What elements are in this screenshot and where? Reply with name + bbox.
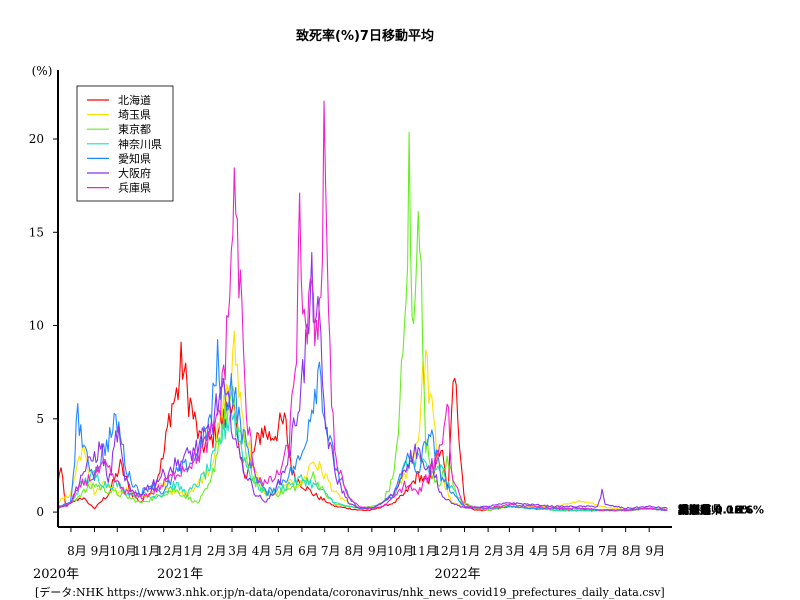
y-tick-label-0: 0: [36, 505, 44, 519]
x-tick-label-18: 2月: [484, 544, 504, 558]
x-tick-label-11: 7月: [321, 544, 341, 558]
end-label-0: 北海道 0.16%: [678, 502, 753, 516]
year-labels: 2020年 2021年 2022年: [33, 567, 481, 582]
legend-label-2: 東京都: [118, 122, 151, 136]
data-source-note: [データ:NHK https://www3.nhk.or.jp/n-data/o…: [35, 585, 665, 599]
x-tick-label-22: 6月: [575, 544, 595, 558]
chart-title: 致死率(%)7日移動平均: [296, 28, 434, 44]
x-tick-label-2: 10月: [110, 544, 137, 558]
x-tick-label-15: 11月: [411, 544, 438, 558]
x-tick-label-6: 2月: [207, 544, 227, 558]
y-tick-label-2: 10: [29, 319, 44, 333]
x-tick-label-25: 9月: [645, 544, 665, 558]
series-line-0: [57, 341, 668, 512]
legend-label-1: 埼玉県: [118, 108, 151, 122]
end-label-2: 東京都 0.16%: [678, 502, 753, 516]
x-tick-label-9: 5月: [275, 544, 295, 558]
x-tick-label-20: 4月: [529, 544, 549, 558]
x-tick-label-3: 11月: [133, 544, 160, 558]
end-value-labels: 北海道 0.16%埼玉県 0.12%東京都 0.16%神奈川県 0.16%愛知県…: [678, 502, 764, 516]
x-tick-label-14: 10月: [387, 544, 414, 558]
legend-label-6: 兵庫県: [118, 181, 151, 195]
x-tick-label-12: 8月: [344, 544, 364, 558]
legend-label-4: 愛知県: [118, 151, 151, 165]
x-tick-label-10: 6月: [298, 544, 318, 558]
x-tick-label-23: 7月: [598, 544, 618, 558]
year-label-2: 2022年: [435, 567, 481, 582]
end-label-5: 大阪府 0.16%: [678, 502, 753, 516]
year-label-0: 2020年: [33, 567, 79, 582]
x-tick-label-24: 8月: [622, 544, 642, 558]
legend-label-5: 大阪府: [118, 166, 151, 180]
series-lines: [57, 100, 668, 512]
x-tick-label-16: 12月: [433, 544, 460, 558]
y-tick-label-4: 20: [29, 132, 44, 146]
series-line-5: [57, 252, 668, 510]
series-line-6: [57, 100, 668, 512]
x-tick-label-5: 1月: [183, 544, 203, 558]
x-tick-label-19: 3月: [506, 544, 526, 558]
legend-label-0: 北海道: [118, 93, 151, 107]
x-tick-label-17: 1月: [461, 544, 481, 558]
end-label-1: 埼玉県 0.12%: [678, 502, 753, 516]
end-label-6: 兵庫県 0.16%: [678, 502, 753, 516]
y-ticks: 0 5 10 15 20: [29, 132, 58, 519]
x-tick-label-1: 9月: [91, 544, 111, 558]
series-line-4: [57, 338, 668, 512]
end-label-3: 神奈川県 0.16%: [678, 502, 764, 516]
x-tick-label-8: 4月: [252, 544, 272, 558]
y-tick-label-3: 15: [29, 225, 44, 239]
end-label-4: 愛知県 0.18%: [678, 502, 753, 516]
x-tick-label-4: 12月: [156, 544, 183, 558]
x-tick-label-13: 9月: [368, 544, 388, 558]
year-label-1: 2021年: [157, 567, 203, 582]
x-tick-label-21: 5月: [552, 544, 572, 558]
y-tick-label-1: 5: [36, 412, 44, 426]
x-tick-label-0: 8月: [67, 544, 87, 558]
x-tick-label-7: 3月: [228, 544, 248, 558]
legend-label-3: 神奈川県: [118, 137, 162, 151]
y-axis-unit-label: (%): [32, 64, 53, 78]
series-line-1: [57, 330, 668, 512]
